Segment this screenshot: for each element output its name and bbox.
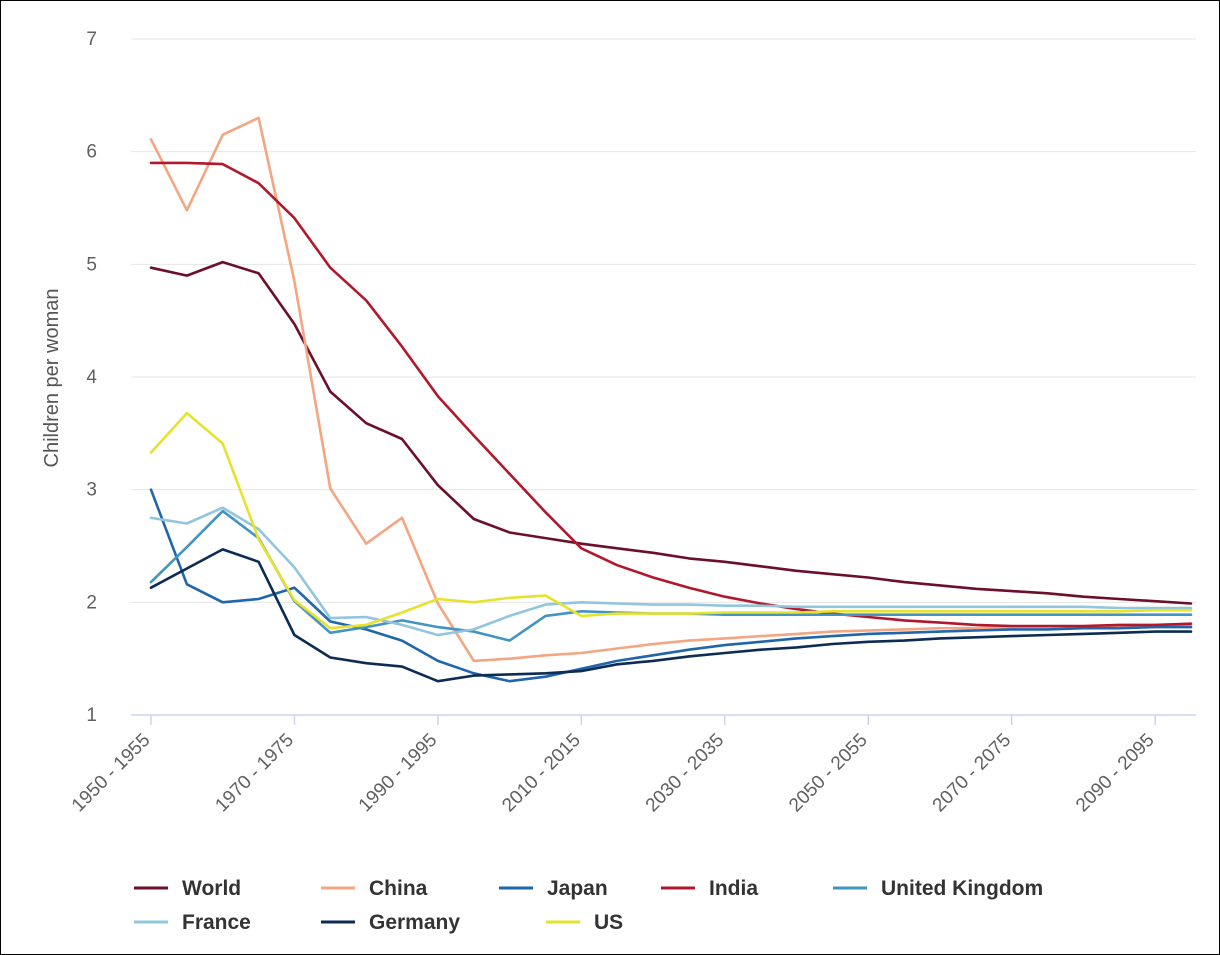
legend-item-france[interactable]: France [134, 911, 251, 934]
legend-label: US [594, 911, 623, 934]
y-tick-label: 6 [86, 142, 97, 163]
legend-label: India [709, 877, 758, 900]
x-tick-label: 2090 - 2095 [1072, 730, 1159, 817]
series-lines [149, 116, 1193, 683]
x-tick-label: 2050 - 2055 [785, 730, 872, 817]
x-tick-label: 1990 - 1995 [355, 730, 442, 817]
legend-item-united-kingdom[interactable]: United Kingdom [833, 877, 1043, 900]
legend-label: France [182, 911, 251, 934]
y-tick-label: 7 [86, 29, 97, 50]
legend-item-japan[interactable]: Japan [499, 877, 608, 900]
series-line-india [149, 161, 1193, 628]
x-tick-label: 2010 - 2015 [498, 730, 585, 817]
legend-item-world[interactable]: World [134, 877, 241, 900]
series-line-china [149, 116, 1193, 663]
legend-label: Japan [547, 877, 608, 900]
x-tick-label: 1950 - 1955 [68, 730, 155, 817]
legend-item-us[interactable]: US [546, 911, 623, 934]
series-line-germany [149, 548, 1193, 683]
x-tick-label: 1970 - 1975 [211, 730, 298, 817]
legend-item-india[interactable]: India [661, 877, 758, 900]
legend-label: China [369, 877, 428, 900]
series-line-us [149, 411, 1193, 630]
y-tick-label: 4 [86, 367, 97, 388]
y-axis-title: Children per woman [41, 289, 63, 468]
x-tick-label: 2070 - 2075 [929, 730, 1016, 817]
y-tick-label: 2 [86, 592, 97, 613]
series-line-france [149, 506, 1193, 637]
legend-label: Germany [369, 911, 460, 934]
x-axis: 1950 - 1955 1970 - 1975 1990 - 1995 2010 - … [68, 714, 1196, 817]
y-tick-label: 3 [86, 480, 97, 501]
y-axis-ticks: 1 2 3 4 5 6 7 [86, 29, 97, 726]
gridlines [131, 38, 1196, 603]
legend: World China Japan India United Kingdom France… [134, 877, 1043, 934]
series-line-united-kingdom [149, 509, 1193, 642]
series-line-japan [149, 488, 1193, 683]
legend-item-china[interactable]: China [321, 877, 428, 900]
legend-label: United Kingdom [881, 877, 1043, 900]
legend-item-germany[interactable]: Germany [321, 911, 460, 934]
series-line-world [149, 260, 1193, 605]
x-tick-label: 2030 - 2035 [642, 730, 729, 817]
y-tick-label: 1 [86, 705, 97, 726]
legend-label: World [182, 877, 241, 900]
y-tick-label: 5 [86, 254, 97, 275]
